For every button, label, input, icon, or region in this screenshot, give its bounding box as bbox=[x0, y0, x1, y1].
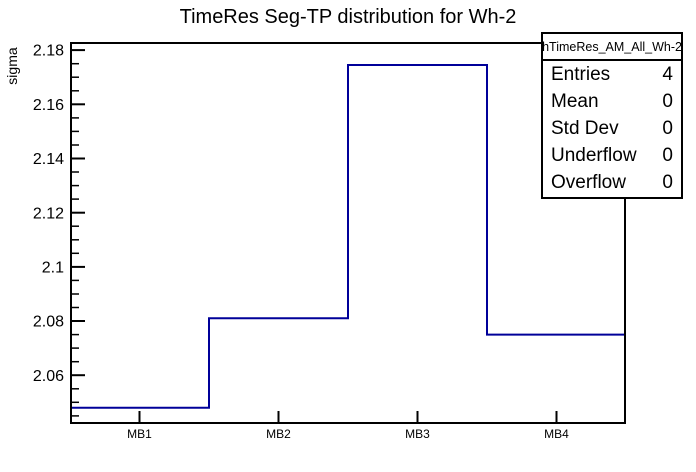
stats-row: Std Dev 0 bbox=[543, 118, 681, 140]
stats-label: Std Dev bbox=[551, 117, 619, 139]
stats-row: Entries 4 bbox=[543, 64, 681, 86]
stats-row: Underflow 0 bbox=[543, 145, 681, 167]
stats-label: Underflow bbox=[551, 145, 637, 167]
stats-label: Entries bbox=[551, 63, 611, 85]
stats-rows: Entries 4 Mean 0 Std Dev 0 Underflow 0 Overflow 0 bbox=[543, 61, 681, 197]
stats-value: 0 bbox=[662, 145, 673, 167]
x-tick-label: MB3 bbox=[405, 427, 430, 441]
y-tick-label: 2.18 bbox=[33, 43, 64, 60]
plot-frame bbox=[70, 42, 626, 424]
stats-box: hTimeRes_AM_All_Wh-2 Entries 4 Mean 0 Std De… bbox=[541, 32, 683, 199]
histogram-line bbox=[71, 64, 626, 409]
y-tick-label: 2.1 bbox=[42, 260, 64, 277]
y-tick-label: 2.16 bbox=[33, 97, 64, 114]
y-tick-label: 2.08 bbox=[33, 314, 64, 331]
x-tick-label: MB4 bbox=[544, 427, 569, 441]
stats-value: 0 bbox=[662, 172, 673, 194]
stats-label: Overflow bbox=[551, 172, 626, 194]
x-tick-label: MB2 bbox=[266, 427, 291, 441]
stats-row: Overflow 0 bbox=[543, 172, 681, 194]
y-tick-label: 2.06 bbox=[33, 368, 64, 385]
y-tick-label: 2.12 bbox=[33, 205, 64, 222]
stats-label: Mean bbox=[551, 90, 599, 112]
stats-value: 0 bbox=[662, 117, 673, 139]
plot-title: TimeRes Seg-TP distribution for Wh-2 bbox=[179, 6, 517, 28]
stats-value: 4 bbox=[662, 63, 673, 85]
x-tick-label: MB1 bbox=[127, 427, 152, 441]
stats-box-title: hTimeRes_AM_All_Wh-2 bbox=[543, 34, 681, 61]
stats-row: Mean 0 bbox=[543, 91, 681, 113]
y-tick-label: 2.14 bbox=[33, 151, 64, 168]
stats-value: 0 bbox=[662, 90, 673, 112]
